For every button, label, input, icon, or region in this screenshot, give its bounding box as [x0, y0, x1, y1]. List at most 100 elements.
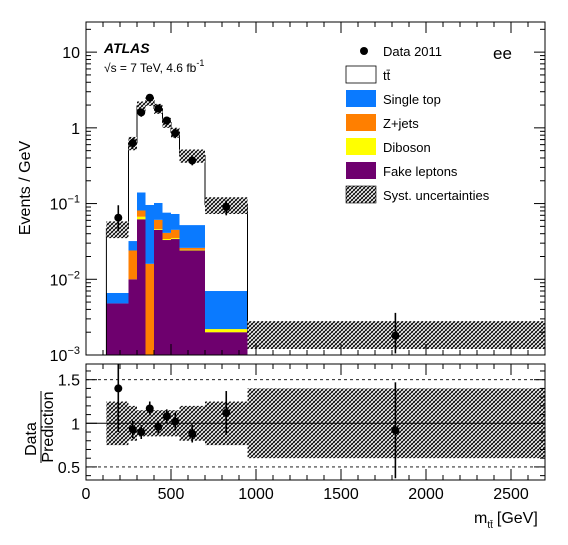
stack-diboson-bin-8 — [205, 329, 248, 333]
stack-diboson-bin-7 — [179, 249, 205, 251]
stack-single-top-bin-0 — [106, 292, 129, 304]
ratio-plot: 0 500 1000 1500 2000 2500 0.5 1 1.5 Data Predict… — [23, 363, 546, 531]
ratio-axes: 0 500 1000 1500 2000 2500 0.5 1 1.5 — [58, 364, 546, 503]
data-point-3 — [145, 93, 154, 102]
legend-zjets-label: Z+jets — [383, 116, 419, 131]
legend-zjets-swatch — [346, 114, 376, 131]
syst-band-bin-2 — [137, 101, 146, 112]
stack-zjets-bin-6 — [171, 229, 180, 239]
stack-ttbar-bin-6 — [171, 132, 180, 214]
ratio-point-1 — [128, 425, 137, 434]
ratio-y-tick-label-1: 1 — [71, 416, 80, 433]
y-tick-label-base: 1 — [71, 121, 80, 138]
stack-fake-bin-7 — [179, 250, 205, 355]
stack-single-top-bin-1 — [128, 241, 137, 251]
stack-ttbar-bin-2 — [137, 106, 146, 193]
y-tick-label-exponent: −1 — [67, 194, 80, 206]
data-point-1 — [128, 139, 137, 148]
y-tick-label-0: 10 — [62, 45, 80, 62]
legend-fake-swatch — [346, 162, 376, 179]
syst-band-bin-7 — [179, 149, 205, 163]
ratio-point-2 — [137, 428, 146, 437]
ratio-point-9 — [391, 426, 400, 435]
legend-syst-swatch — [345, 185, 377, 204]
lumi-exponent: -1 — [196, 58, 204, 68]
stack-fake-bin-1 — [128, 279, 137, 355]
stack-fake-bin-0 — [106, 303, 129, 355]
stack-ttbar-bin-7 — [179, 155, 205, 226]
stack-diboson-bin-6 — [171, 238, 180, 240]
data-point-8 — [222, 203, 231, 212]
ratio-y-tick-label-0: 0.5 — [58, 460, 80, 477]
stack-zjets-bin-4 — [154, 219, 163, 230]
stack-single-top-bin-8 — [205, 291, 248, 330]
y-tick-label-3: 10−2 — [50, 269, 80, 289]
legend: Data 2011 tt̄ Single top Z+jets Diboson … — [345, 44, 490, 204]
channel-label: ee — [493, 44, 512, 63]
y-tick-label-base: 10 — [50, 272, 68, 289]
atlas-label: ATLAS — [103, 40, 150, 56]
x-tick-label-1: 500 — [158, 486, 185, 503]
y-tick-label-exponent: −3 — [67, 345, 80, 357]
energy-lumi-label: √s = 7 TeV, 4.6 fb-1 — [104, 58, 204, 75]
stack-fake-bin-8 — [205, 332, 248, 355]
x-axis-label-unit: [GeV] — [497, 510, 538, 527]
stack-ttbar-bin-4 — [154, 108, 163, 203]
ratio-point-7 — [188, 429, 197, 438]
data-point-9 — [391, 331, 400, 340]
stack-fake-bin-2 — [137, 219, 146, 355]
y-tick-label-1: 1 — [71, 121, 80, 138]
stack-ttbar-bin-1 — [128, 142, 137, 242]
ratio-plot-frame — [85, 363, 546, 481]
x-axis-label-subscript: tt̄ — [487, 519, 493, 531]
x-tick-label-2: 1000 — [238, 486, 274, 503]
stack-single-top-bin-2 — [137, 192, 146, 211]
ratio-point-4 — [154, 422, 163, 431]
stack-zjets-bin-3 — [145, 263, 154, 355]
legend-ttbar-label: tt̄ — [383, 68, 391, 83]
stack-ttbar-bin-8 — [205, 204, 248, 292]
legend-diboson-swatch — [346, 138, 376, 155]
stack-zjets-bin-1 — [128, 250, 137, 280]
data-point-6 — [171, 129, 180, 138]
ratio-point-5 — [162, 412, 171, 421]
legend-fake-label: Fake leptons — [383, 164, 458, 179]
data-point-7 — [188, 156, 197, 165]
energy-text: √s = 7 TeV, 4.6 fb — [104, 61, 197, 75]
legend-single-top-swatch — [346, 90, 376, 107]
y-tick-label-base: 10 — [50, 348, 68, 365]
x-axis-label: mtt̄ [GeV] — [474, 510, 538, 531]
y-tick-label-4: 10−3 — [50, 345, 80, 365]
x-tick-label-0: 0 — [82, 486, 91, 503]
main-plot-frame — [85, 21, 546, 356]
ratio-point-8 — [222, 408, 231, 417]
syst-band-bin-0 — [106, 221, 129, 239]
stack-fake-bin-6 — [171, 239, 180, 355]
stack-zjets-bin-7 — [179, 247, 205, 250]
ratio-plot-content — [86, 364, 545, 479]
stack-zjets-bin-5 — [162, 232, 171, 240]
x-tick-label-3: 1500 — [323, 486, 359, 503]
stack-single-top-bin-7 — [179, 225, 205, 248]
stack-fake-bin-5 — [162, 240, 171, 355]
x-tick-label-4: 2000 — [408, 486, 444, 503]
ratio-point-0 — [114, 384, 123, 393]
data-point-5 — [162, 116, 171, 125]
legend-syst-label: Syst. uncertainties — [383, 188, 490, 203]
data-point-0 — [114, 213, 123, 222]
stack-single-top-bin-4 — [154, 202, 163, 220]
stack-diboson-bin-4 — [154, 229, 163, 230]
stack-ttbar-bin-5 — [162, 122, 171, 213]
x-tick-label-5: 2500 — [493, 486, 529, 503]
y-tick-label-base: 10 — [50, 197, 68, 214]
ratio-y-tick-label-2: 1.5 — [58, 373, 80, 390]
stack-single-top-bin-5 — [162, 212, 171, 233]
ratio-y-label-bottom: Prediction — [40, 391, 57, 462]
stack-fake-bin-4 — [154, 229, 163, 355]
ratio-y-label-top: Data — [23, 422, 40, 456]
ratio-point-3 — [145, 404, 154, 413]
legend-diboson-label: Diboson — [383, 140, 431, 155]
